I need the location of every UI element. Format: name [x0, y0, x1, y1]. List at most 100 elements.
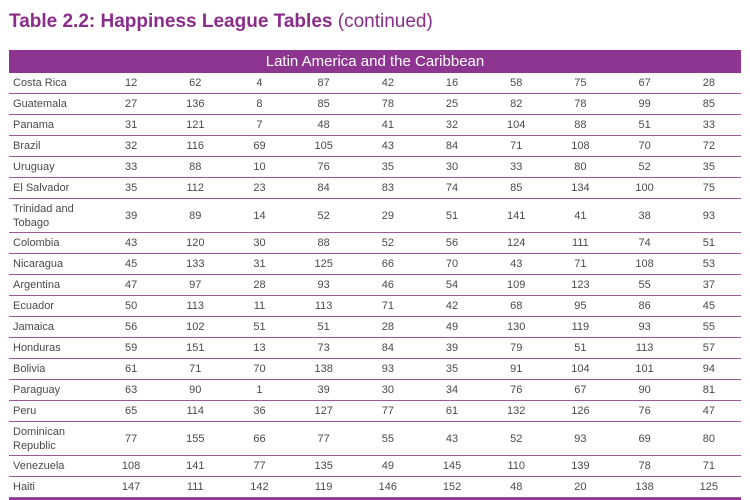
rank-cell: 90 [612, 379, 677, 401]
rank-cell: 77 [99, 421, 164, 456]
rank-cell: 63 [99, 379, 164, 401]
rank-cell: 124 [484, 232, 549, 254]
rank-cell: 42 [355, 73, 420, 94]
table-row: Nicaragua 45 133 31 125 66 70 43 71 108 53 [9, 253, 741, 275]
rank-cell: 84 [419, 135, 485, 157]
rank-cell: 71 [548, 253, 613, 275]
rank-cell: 69 [612, 421, 677, 456]
rank-cell: 8 [227, 93, 292, 115]
rank-cell: 71 [484, 135, 549, 157]
table-bottom-bar [9, 498, 741, 500]
country-name: Panama [9, 114, 99, 136]
rank-cell: 70 [419, 253, 485, 275]
country-name: Brazil [9, 135, 99, 157]
league-table: Latin America and the Caribbean Costa Ri… [9, 50, 741, 500]
rank-cell: 66 [355, 253, 420, 275]
table-row: Costa Rica 12 62 4 87 42 16 58 75 67 28 [9, 73, 741, 94]
rank-cell: 51 [291, 316, 356, 338]
country-name: Argentina [9, 274, 99, 296]
rank-cell: 67 [548, 379, 613, 401]
rank-cell: 108 [548, 135, 613, 157]
rank-cell: 49 [419, 316, 485, 338]
rank-cell: 57 [676, 337, 741, 359]
rank-cell: 51 [612, 114, 677, 136]
table-row: Colombia 43 120 30 88 52 56 124 111 74 51 [9, 232, 741, 254]
rank-cell: 125 [291, 253, 356, 275]
rank-cell: 62 [163, 73, 228, 94]
rank-cell: 31 [99, 114, 164, 136]
rank-cell: 78 [548, 93, 613, 115]
rank-cell: 104 [484, 114, 549, 136]
table-row: Brazil 32 116 69 105 43 84 71 108 70 72 [9, 135, 741, 157]
rank-cell: 134 [548, 177, 613, 199]
rank-cell: 39 [419, 337, 485, 359]
rank-cell: 113 [612, 337, 677, 359]
rank-cell: 51 [676, 232, 741, 254]
rank-cell: 31 [227, 253, 292, 275]
rank-cell: 111 [163, 476, 228, 498]
rank-cell: 135 [291, 455, 356, 477]
rank-cell: 127 [291, 400, 356, 422]
country-name: Guatemala [9, 93, 99, 115]
rank-cell: 32 [419, 114, 485, 136]
rank-cell: 88 [163, 156, 228, 178]
rank-cell: 113 [163, 295, 228, 317]
rank-cell: 76 [291, 156, 356, 178]
rank-cell: 48 [291, 114, 356, 136]
rank-cell: 65 [99, 400, 164, 422]
rank-cell: 121 [163, 114, 228, 136]
rank-cell: 126 [548, 400, 613, 422]
rank-cell: 77 [355, 400, 420, 422]
rank-cell: 142 [227, 476, 292, 498]
rank-cell: 147 [99, 476, 164, 498]
rank-cell: 33 [676, 114, 741, 136]
rank-cell: 82 [484, 93, 549, 115]
rank-cell: 88 [548, 114, 613, 136]
table-row: Haiti 147 111 142 119 146 152 48 20 138 125 [9, 476, 741, 498]
table-row: Peru 65 114 36 127 77 61 132 126 76 47 [9, 400, 741, 422]
rank-cell: 49 [355, 455, 420, 477]
rank-cell: 70 [227, 358, 292, 380]
rank-cell: 108 [99, 455, 164, 477]
rank-cell: 119 [291, 476, 356, 498]
rank-cell: 52 [355, 232, 420, 254]
rank-cell: 74 [419, 177, 485, 199]
rank-cell: 69 [227, 135, 292, 157]
rank-cell: 145 [419, 455, 485, 477]
rank-cell: 67 [612, 73, 677, 94]
rank-cell: 85 [291, 93, 356, 115]
country-name: Venezuela [9, 455, 99, 477]
rank-cell: 29 [355, 198, 420, 233]
rank-cell: 41 [355, 114, 420, 136]
rank-cell: 45 [99, 253, 164, 275]
rank-cell: 39 [291, 379, 356, 401]
rank-cell: 94 [676, 358, 741, 380]
rank-cell: 33 [484, 156, 549, 178]
table-row: Guatemala 27 136 8 85 78 25 82 78 99 85 [9, 93, 741, 115]
rank-cell: 52 [612, 156, 677, 178]
rank-cell: 152 [419, 476, 485, 498]
table-body: Costa Rica 12 62 4 87 42 16 58 75 67 28 Guatemala 27… [9, 73, 741, 498]
rank-cell: 132 [484, 400, 549, 422]
rank-cell: 95 [548, 295, 613, 317]
rank-cell: 90 [163, 379, 228, 401]
rank-cell: 55 [676, 316, 741, 338]
rank-cell: 43 [99, 232, 164, 254]
country-name: Peru [9, 400, 99, 422]
rank-cell: 89 [163, 198, 228, 233]
rank-cell: 72 [676, 135, 741, 157]
rank-cell: 41 [548, 198, 613, 233]
country-name: Jamaica [9, 316, 99, 338]
table-row: Honduras 59 151 13 73 84 39 79 51 113 57 [9, 337, 741, 359]
rank-cell: 93 [355, 358, 420, 380]
table-row: Bolivia 61 71 70 138 93 35 91 104 101 94 [9, 358, 741, 380]
table-row: Ecuador 50 113 11 113 71 42 68 95 86 45 [9, 295, 741, 317]
country-name: Uruguay [9, 156, 99, 178]
rank-cell: 87 [291, 73, 356, 94]
rank-cell: 20 [548, 476, 613, 498]
country-name: Honduras [9, 337, 99, 359]
rank-cell: 48 [484, 476, 549, 498]
rank-cell: 30 [227, 232, 292, 254]
rank-cell: 10 [227, 156, 292, 178]
